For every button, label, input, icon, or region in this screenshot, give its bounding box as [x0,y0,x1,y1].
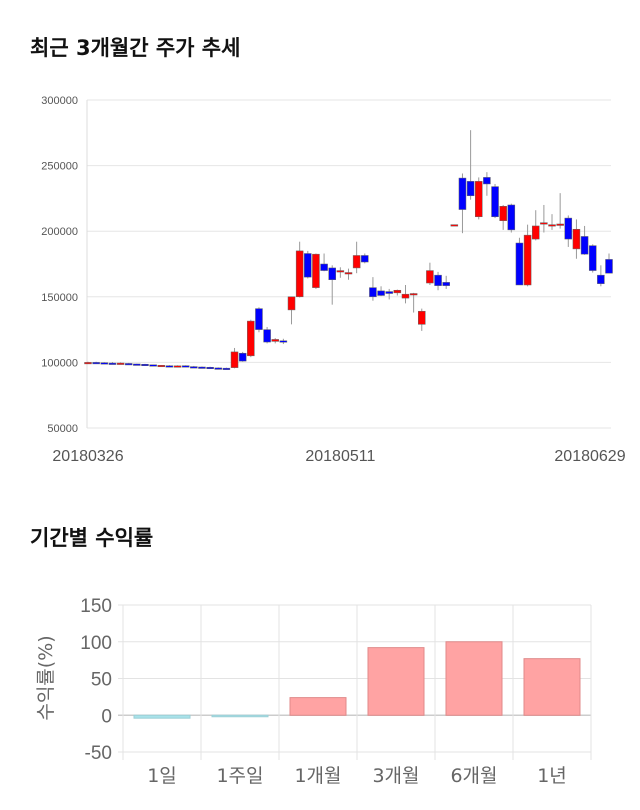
bar [289,697,347,716]
x-tick-label: 20180629 [554,448,625,465]
candle-body [149,364,157,367]
x-tick-label: 20180326 [52,448,123,465]
candle-body [499,206,507,221]
candle-body [287,296,296,311]
candle-body [369,287,377,298]
candle-body [222,367,231,370]
candle-body [279,340,288,343]
candle-body [157,365,166,368]
candle-body [320,263,328,271]
candle-body [352,255,361,269]
x-tick-label: 1일 [147,765,177,787]
x-tick-label: 1주일 [216,765,263,787]
bar [133,714,191,719]
stock-trend-title: 최근 3개월간 주가 추세 [30,36,241,60]
candle-body [401,293,410,299]
candle-body [466,181,475,197]
candle-body [312,253,320,288]
candle-body [564,217,573,240]
candle-body [181,365,190,368]
candle-body [531,225,540,240]
y-tick-label: 100 [80,633,112,654]
bar [445,641,503,716]
candle-body [450,224,459,227]
returns-title: 기간별 수익률 [30,526,154,550]
y-tick-label: 250000 [41,161,78,173]
candle-body [214,367,222,370]
candle-body [426,270,434,284]
y-tick-label: -50 [85,743,112,764]
candle-body [580,236,589,255]
candle-body [434,274,442,286]
candle-body [572,228,581,250]
y-axis-label: 수익률(%) [35,635,57,720]
candle-body [344,272,353,275]
candle-body [442,282,450,286]
candle-body [165,365,174,368]
candle-body [507,204,516,231]
candle-body [84,362,92,365]
candle-body [190,366,198,369]
candle-body [108,362,117,365]
candle-body [304,253,312,278]
candle-body [263,329,271,343]
bar [211,714,269,718]
bar [523,658,581,716]
candle-body [255,308,263,330]
candle-body [597,274,605,284]
candle-body [483,177,491,185]
candle-body [116,362,125,365]
candle-body [295,250,304,298]
candle-body [336,270,345,273]
candle-body [548,224,556,227]
candle-body [92,362,100,365]
candle-body [133,363,141,366]
candle-body [385,291,393,294]
x-tick-label: 3개월 [372,765,419,787]
candle-body [100,362,109,365]
x-tick-label: 20180511 [305,448,375,465]
y-tick-label: 150 [80,596,112,617]
x-tick-label: 1개월 [294,765,341,787]
candle-body [173,365,182,368]
candle-body [238,352,247,362]
y-tick-label: 300000 [41,95,78,107]
candle-body [605,259,613,274]
y-tick-label: 100000 [41,357,78,369]
candle-body [458,177,467,210]
candle-body [271,339,279,342]
candle-body [540,222,548,225]
candle-body [523,234,532,286]
y-tick-label: 50000 [47,423,78,435]
y-tick-label: 200000 [41,226,78,238]
candle-body [230,351,239,368]
candle-body [124,363,133,366]
bar [367,647,425,716]
candle-body [475,181,483,218]
candle-body [361,255,369,263]
candle-body [588,245,597,271]
candle-body [206,367,214,370]
candle-body [515,242,524,286]
candle-body [141,363,149,366]
candlestick-chart: 300000 250000 200000 150000 100000 50000 20180… [41,95,625,465]
candle-body [409,293,418,296]
candle-body [393,289,402,294]
candle-body [328,267,336,280]
y-tick-label: 50 [91,670,112,691]
candle-body [491,186,499,218]
x-tick-label: 6개월 [450,765,497,787]
y-tick-label: 0 [101,706,112,727]
candle-body [377,290,385,296]
y-tick-label: 150000 [41,292,78,304]
x-tick-label: 1년 [537,765,567,787]
candle-body [418,310,426,325]
candle-body [556,223,564,226]
candle-body [247,320,255,357]
candle-body [198,366,206,369]
